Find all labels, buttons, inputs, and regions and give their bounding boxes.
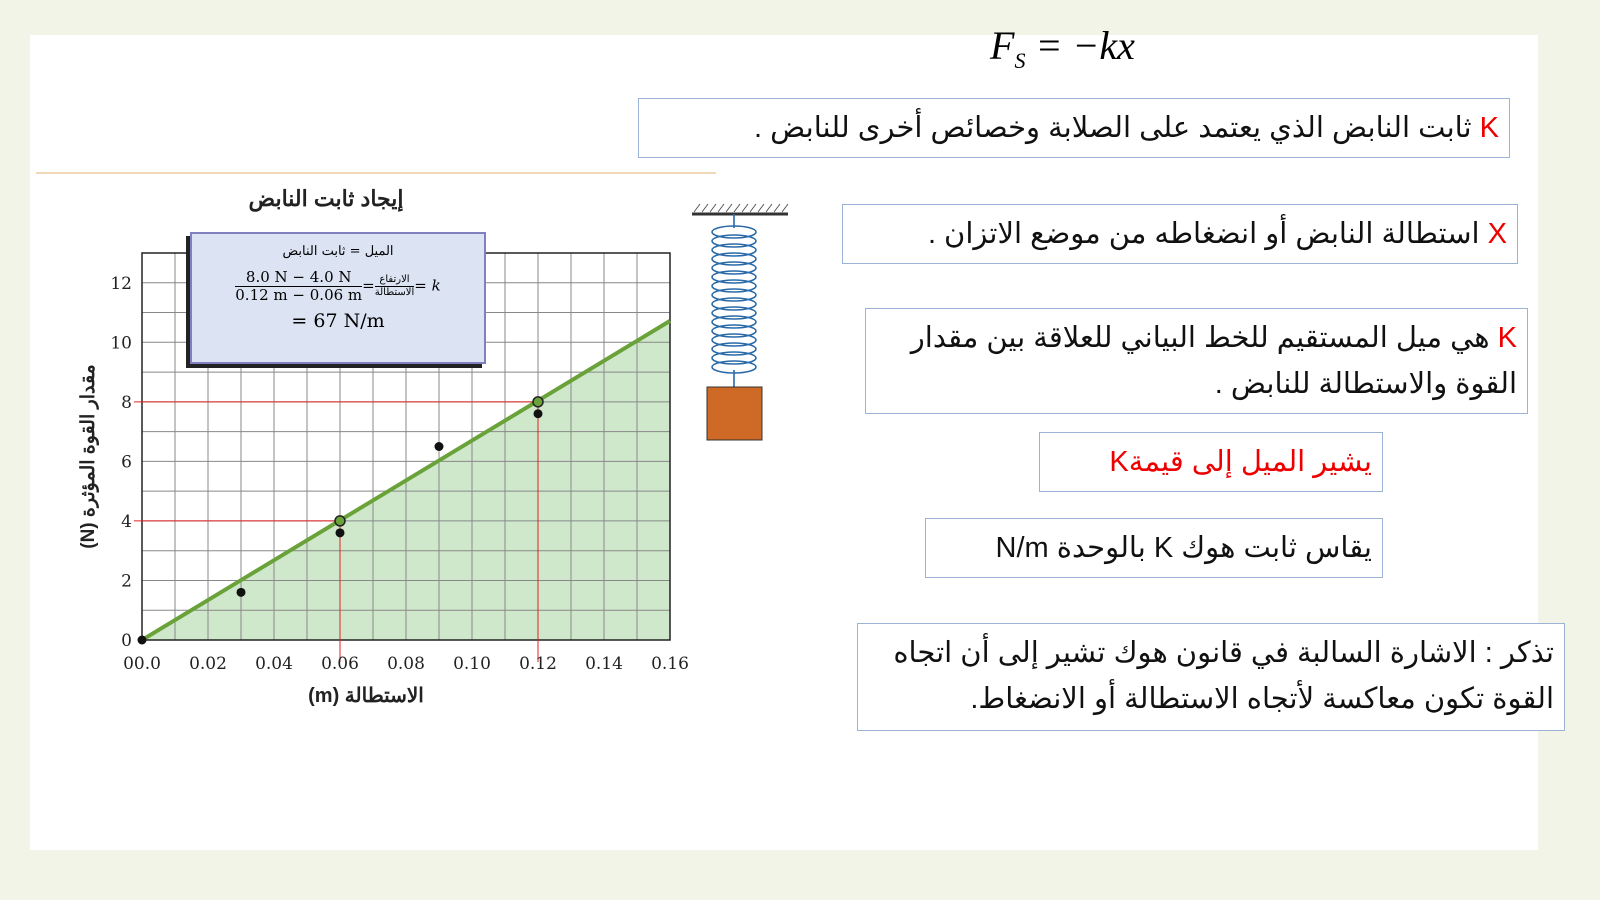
ceiling-hatch <box>693 203 789 213</box>
x-axis-label: الاستطالة (m) <box>308 685 424 707</box>
hooke-formula: FS = −kx⃗ <box>990 23 1167 73</box>
x-tick-label: 0.10 <box>453 654 491 674</box>
x-tick-label: 0.14 <box>585 654 623 674</box>
x-tick-label: 00.0 <box>123 654 161 674</box>
data-point <box>335 528 345 538</box>
spring-icon <box>711 214 757 387</box>
fit-line <box>140 319 672 642</box>
callout-result: = 67 N/m <box>291 310 385 332</box>
x-tick-label: 0.12 <box>519 654 557 674</box>
k-symbol: = k <box>414 276 441 295</box>
y-tick-label: 8 <box>121 393 132 413</box>
slope-callout: الميل = ثابت النابض 8.0 N − 4.0 N 0.12 m … <box>190 232 486 364</box>
data-point <box>236 587 246 597</box>
x-tick-label: 0.04 <box>255 654 293 674</box>
rise-label: الارتفاع <box>374 274 415 287</box>
remember-note: تذكر : الاشارة السالبة في قانون هوك تشير… <box>857 623 1565 731</box>
equals: = <box>362 276 375 295</box>
denominator: 0.12 m − 0.06 m <box>235 286 363 304</box>
numerator: 8.0 N − 4.0 N <box>235 269 363 287</box>
y-axis-label: مقدار القوة المؤثرة (N) <box>78 364 99 549</box>
y-tick-label: 4 <box>121 512 132 532</box>
y-tick-label: 0 <box>121 631 132 651</box>
callout-title: الميل = ثابت النابض <box>282 244 394 259</box>
y-tick-label: 12 <box>110 274 132 294</box>
x-tick-label: 0.08 <box>387 654 425 674</box>
unit-note: يقاس ثابت هوك K بالوحدة N/m <box>925 518 1383 578</box>
data-point <box>533 409 543 419</box>
data-point <box>434 442 444 451</box>
definition-x: X استطالة النابض أو انضغاطه من موضع الات… <box>842 204 1518 264</box>
mass-block <box>706 386 763 441</box>
x-tick-label: 0.02 <box>189 654 227 674</box>
data-point <box>137 635 147 645</box>
y-tick-label: 10 <box>110 333 132 353</box>
x-tick-label: 0.16 <box>651 654 689 674</box>
slope-note: يشير الميل إلى قيمةK <box>1039 432 1383 492</box>
highlight-point <box>532 396 544 408</box>
run-label: الاستطالة <box>374 287 415 298</box>
spring-diagram <box>692 203 789 441</box>
highlight-point <box>334 515 346 527</box>
y-tick-label: 2 <box>121 571 132 591</box>
x-tick-label: 0.06 <box>321 654 359 674</box>
chart-title: إيجاد ثابت النابض <box>249 186 404 213</box>
definition-k: K ثابت النابض الذي يعتمد على الصلابة وخص… <box>638 98 1510 158</box>
definition-slope: K هي ميل المستقيم للخط البياني للعلاقة ب… <box>865 308 1528 414</box>
y-tick-label: 6 <box>121 452 132 472</box>
